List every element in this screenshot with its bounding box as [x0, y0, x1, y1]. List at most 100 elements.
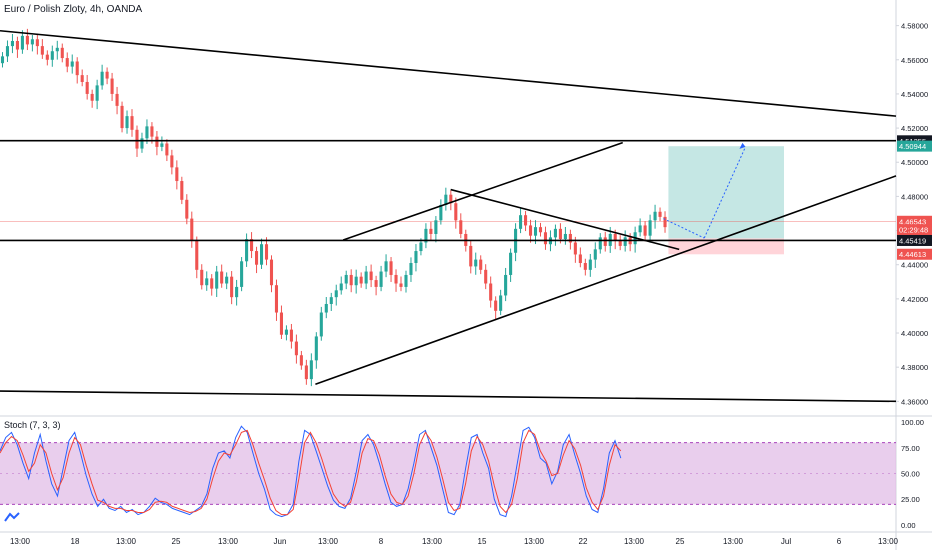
candle: [259, 244, 264, 265]
price-tick-label: 4.52000: [901, 124, 928, 133]
candle: [329, 297, 333, 304]
candle: [394, 274, 398, 284]
candle: [15, 40, 19, 50]
candle: [459, 220, 463, 234]
candle: [130, 116, 134, 130]
candle: [603, 237, 607, 246]
candle: [304, 365, 308, 380]
candle: [339, 283, 343, 291]
candle: [279, 312, 283, 335]
candle: [264, 244, 269, 260]
candle: [230, 276, 234, 298]
price-tick-label: 4.44000: [901, 261, 928, 270]
candle: [215, 271, 219, 289]
price-tag-label: 4.50944: [899, 142, 926, 151]
time-tick-label: 13:00: [422, 537, 443, 546]
candle: [613, 233, 617, 241]
candle: [469, 245, 473, 267]
price-tag-label: 4.44613: [899, 250, 926, 259]
price-tag-label: 4.46543: [899, 217, 926, 226]
candle: [140, 138, 144, 149]
price-tick-label: 4.38000: [901, 363, 928, 372]
candle: [319, 312, 323, 337]
candle: [538, 227, 543, 233]
time-tick-label: 13:00: [624, 537, 645, 546]
candle: [210, 278, 214, 289]
stoch-series-d: [0, 429, 622, 516]
price-tag: [897, 140, 932, 152]
stoch-title: Stoch (7, 3, 3): [4, 420, 61, 430]
candle: [454, 203, 458, 221]
candle: [524, 215, 528, 226]
candle: [200, 269, 204, 286]
candle: [519, 215, 523, 229]
candle: [30, 39, 34, 45]
candle: [588, 259, 592, 270]
stoch-tick-label: 75.00: [901, 444, 920, 453]
candle: [245, 239, 249, 262]
candle: [5, 46, 10, 57]
candle: [135, 129, 139, 149]
candle: [384, 261, 388, 272]
price-tag: [897, 224, 932, 236]
stoch-band: [0, 442, 896, 505]
candle: [648, 220, 652, 236]
candle: [289, 329, 293, 342]
candle: [274, 285, 279, 313]
candle: [220, 271, 224, 284]
candle: [90, 93, 94, 101]
candle: [334, 290, 338, 298]
candle: [663, 216, 667, 228]
candle: [190, 218, 194, 241]
candle: [35, 39, 39, 47]
candle: [80, 75, 84, 82]
candle: [553, 228, 557, 238]
price-tick-label: 4.54000: [901, 90, 928, 99]
candle: [638, 225, 642, 233]
candle: [85, 81, 89, 94]
candle: [20, 35, 24, 50]
candle: [269, 259, 274, 286]
time-tick-label: 13:00: [878, 537, 899, 546]
candle: [573, 242, 577, 255]
candle: [40, 46, 44, 55]
candle: [299, 355, 303, 366]
candle: [509, 252, 513, 275]
candle: [175, 167, 179, 182]
candle: [160, 143, 164, 147]
candle: [444, 194, 448, 205]
candle: [653, 211, 657, 221]
candle: [528, 225, 533, 236]
candle: [439, 204, 443, 221]
candle: [369, 271, 373, 281]
price-tick-label: 4.48000: [901, 192, 928, 201]
candle: [145, 126, 149, 139]
candle: [578, 254, 582, 264]
candle: [623, 237, 627, 246]
trendline-rising-wedge-upper: [342, 141, 623, 241]
candle: [499, 295, 503, 311]
projection-down: [663, 218, 705, 239]
price-tick-label: 4.42000: [901, 295, 928, 304]
candle: [309, 360, 313, 380]
candle: [284, 329, 288, 335]
candle: [658, 211, 662, 217]
candle: [185, 199, 189, 219]
trendline-falling-wedge-top: [450, 188, 680, 251]
candle: [155, 136, 159, 147]
price-tag: [897, 248, 932, 260]
candle: [105, 71, 109, 79]
time-tick-label: 13:00: [318, 537, 339, 546]
stoch-tick-label: 50.00: [901, 470, 920, 479]
candle: [379, 271, 383, 287]
time-tick-label: 6: [837, 537, 842, 546]
price-tag-label: 02:29:48: [899, 226, 928, 235]
candle: [55, 47, 59, 52]
candle: [294, 341, 298, 356]
time-tick-label: 22: [579, 537, 588, 546]
candle: [100, 71, 104, 86]
candle: [115, 93, 119, 106]
trendline-rising-support: [315, 175, 897, 386]
candle: [583, 263, 587, 270]
